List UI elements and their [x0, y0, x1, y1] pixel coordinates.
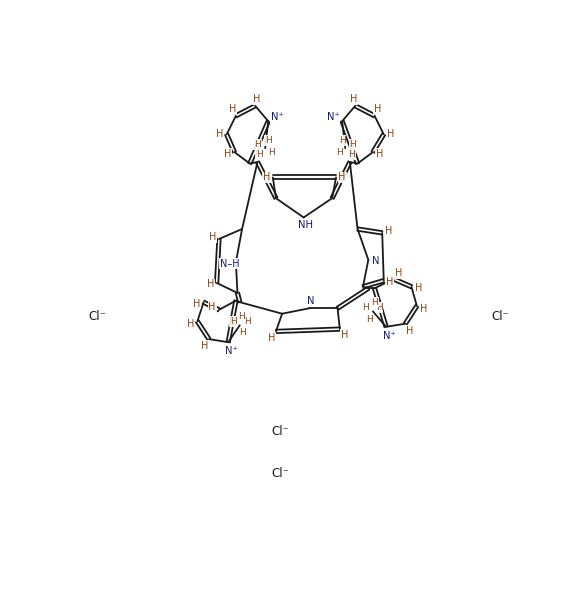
- Text: H: H: [339, 173, 346, 183]
- Text: Cl⁻: Cl⁻: [272, 467, 289, 480]
- Text: N: N: [307, 296, 314, 305]
- Text: H: H: [187, 320, 194, 330]
- Text: H: H: [244, 317, 251, 326]
- Text: H: H: [395, 268, 402, 278]
- Text: H: H: [209, 232, 217, 243]
- Text: Cl⁻: Cl⁻: [492, 310, 510, 323]
- Text: H: H: [216, 129, 223, 139]
- Text: H: H: [348, 150, 355, 159]
- Text: H: H: [265, 136, 272, 145]
- Text: H: H: [385, 227, 392, 237]
- Text: H: H: [406, 326, 414, 336]
- Text: H: H: [193, 299, 200, 309]
- Text: H: H: [223, 149, 231, 158]
- Text: H: H: [341, 330, 348, 340]
- Text: N⁺: N⁺: [327, 112, 339, 122]
- Text: H: H: [208, 302, 216, 312]
- Text: H: H: [420, 304, 427, 314]
- Text: H: H: [376, 149, 384, 158]
- Text: H: H: [229, 104, 236, 114]
- Text: H: H: [387, 129, 395, 139]
- Text: H: H: [207, 279, 214, 289]
- Text: H: H: [253, 94, 260, 104]
- Text: H: H: [386, 277, 393, 287]
- Text: H: H: [371, 298, 378, 307]
- Text: H: H: [374, 104, 381, 114]
- Text: H: H: [362, 303, 368, 312]
- Text: Cl⁻: Cl⁻: [88, 310, 107, 323]
- Text: H: H: [201, 341, 208, 351]
- Text: Cl⁻: Cl⁻: [272, 425, 289, 438]
- Text: N⁺: N⁺: [383, 331, 396, 341]
- Text: N⁺: N⁺: [271, 112, 284, 122]
- Text: H: H: [263, 173, 271, 183]
- Text: NH: NH: [298, 220, 313, 230]
- Text: H: H: [230, 317, 237, 326]
- Text: N–H: N–H: [220, 259, 240, 269]
- Text: N: N: [372, 256, 380, 266]
- Text: H: H: [254, 140, 261, 149]
- Text: H: H: [350, 140, 356, 149]
- Text: H: H: [268, 148, 275, 157]
- Text: H: H: [367, 315, 373, 324]
- Text: N⁺: N⁺: [225, 346, 237, 356]
- Text: H: H: [336, 148, 342, 157]
- Text: H: H: [376, 303, 382, 312]
- Text: H: H: [268, 333, 275, 343]
- Text: H: H: [255, 150, 262, 159]
- Text: H: H: [239, 329, 246, 337]
- Text: H: H: [415, 283, 422, 294]
- Text: H: H: [350, 94, 357, 104]
- Text: H: H: [339, 136, 346, 145]
- Text: H: H: [238, 311, 244, 321]
